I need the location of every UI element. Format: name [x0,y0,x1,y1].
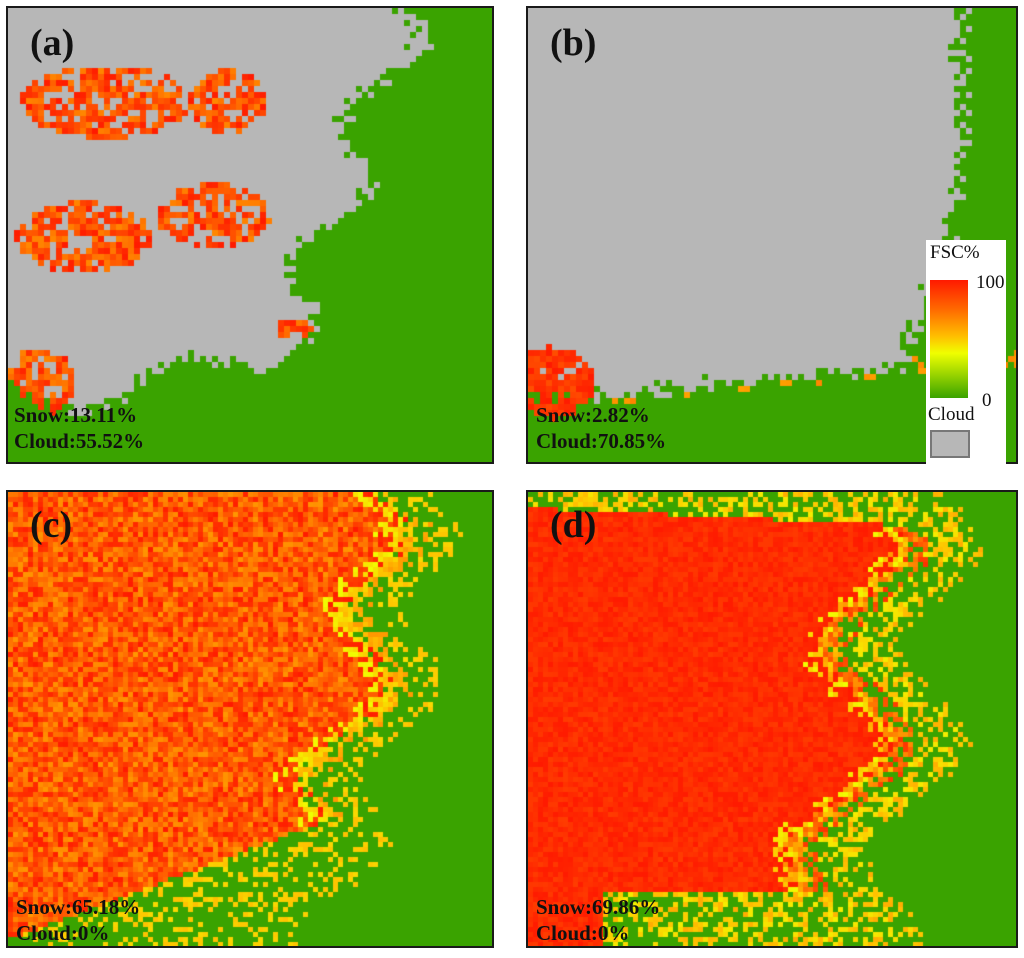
legend-min-label: 0 [982,390,992,411]
fsc-map-c [8,492,492,946]
panel-a: (a) Snow:13.11% Cloud:55.52% [6,6,494,464]
cloud-percent-a: Cloud:55.52% [14,429,145,453]
snow-percent-c: Snow:65.18% [16,895,141,919]
legend-max-label: 100 [976,272,1005,293]
panel-label-a: (a) [30,22,75,64]
snow-percent-a: Snow:13.11% [14,403,138,427]
snow-percent-d: Snow:69.86% [536,895,661,919]
panel-label-c: (c) [30,504,73,546]
cloud-percent-c: Cloud:0% [16,921,110,945]
fsc-map-a [8,8,492,462]
panel-d: (d) Snow:69.86% Cloud:0% [526,490,1018,948]
fsc-color-ramp [930,280,968,398]
panel-label-d: (d) [550,504,597,546]
legend-cloud-label: Cloud [928,404,975,425]
fsc-legend: FSC% 100 0 Cloud [926,240,1006,468]
panel-label-b: (b) [550,22,597,64]
fsc-map-d [528,492,1016,946]
legend-title: FSC% [930,242,980,263]
cloud-percent-b: Cloud:70.85% [536,429,667,453]
panel-c: (c) Snow:65.18% Cloud:0% [6,490,494,948]
snow-percent-b: Snow:2.82% [536,403,650,427]
cloud-swatch [930,430,970,458]
cloud-percent-d: Cloud:0% [536,921,630,945]
